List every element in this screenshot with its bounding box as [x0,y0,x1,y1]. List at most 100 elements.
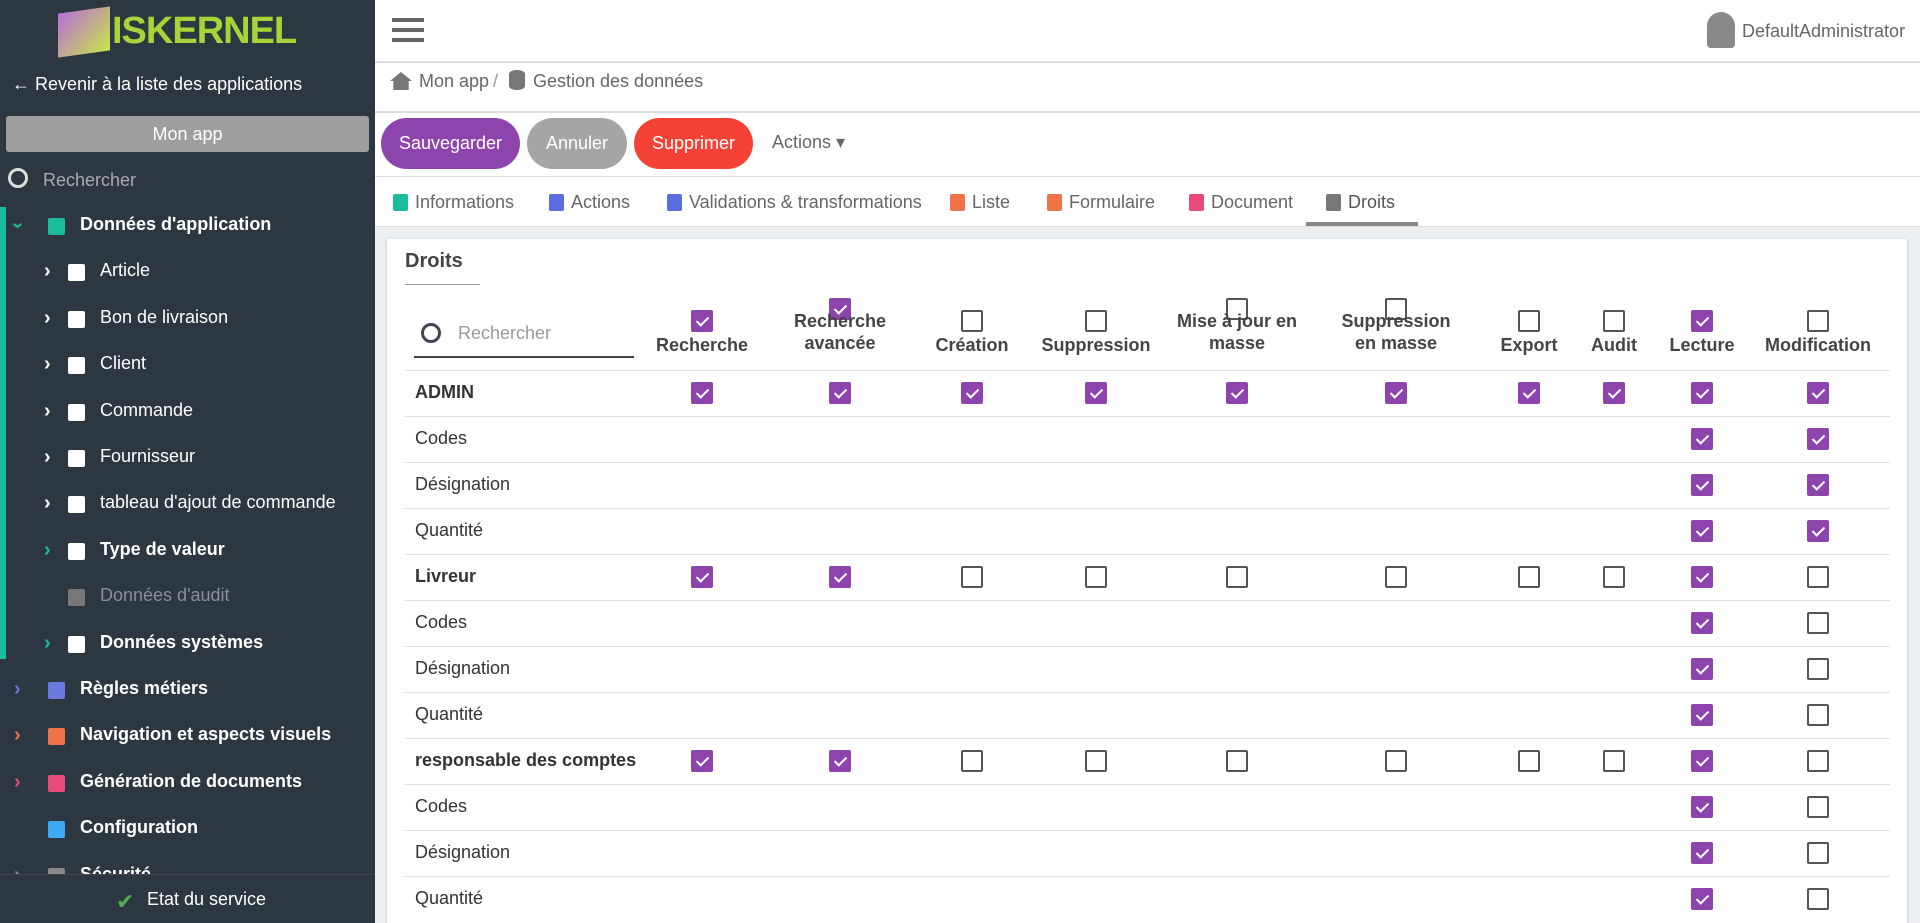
checkbox[interactable] [1085,382,1107,404]
header-checkbox[interactable] [691,310,713,332]
checkbox[interactable] [691,750,713,772]
checkbox[interactable] [1691,566,1713,588]
back-link[interactable]: ← Revenir à la liste des applications [12,74,303,94]
checkbox[interactable] [1691,428,1713,450]
checkbox[interactable] [1226,566,1248,588]
checkbox[interactable] [961,750,983,772]
tree-item[interactable]: Règles métiers [80,678,209,698]
checkbox[interactable] [1691,612,1713,634]
checkbox[interactable] [1691,750,1713,772]
header-checkbox[interactable] [961,310,983,332]
checkbox[interactable] [1385,566,1407,588]
checkbox[interactable] [1807,382,1829,404]
checkbox[interactable] [961,566,983,588]
tree-icon [68,542,85,560]
checkbox[interactable] [1807,474,1829,496]
checkbox[interactable] [1807,842,1829,864]
table-search[interactable]: Rechercher [458,323,552,343]
header-checkbox[interactable] [1691,310,1713,332]
checkbox[interactable] [1518,750,1540,772]
tree-item[interactable]: Configuration [80,817,198,838]
tree-item[interactable]: Données d'application [80,214,272,234]
checkbox[interactable] [1085,750,1107,772]
sidebar-footer [0,874,375,923]
checkbox[interactable] [1691,382,1713,404]
checkbox[interactable] [1691,796,1713,818]
tree-item[interactable]: Client [100,353,147,374]
checkbox[interactable] [1807,704,1829,726]
tab[interactable]: Droits [1348,192,1396,212]
checkbox[interactable] [1691,474,1713,496]
checkbox[interactable] [1807,566,1829,588]
logo: ISKERNEL [112,10,297,52]
tab-icon [667,194,682,211]
tree-item[interactable]: Fournisseur [100,446,196,466]
tab[interactable]: Formulaire [1069,192,1156,212]
checkbox[interactable] [829,382,851,404]
tree-item[interactable]: Bon de livraison [100,306,229,327]
tree-item[interactable]: Commande [100,399,194,420]
button[interactable]: Sauvegarder [381,118,520,169]
header-checkbox[interactable] [1603,310,1625,332]
actions-dropdown[interactable]: Actions ▾ [772,132,846,152]
tab[interactable]: Informations [415,192,515,212]
checkbox[interactable] [1807,888,1829,910]
checkbox[interactable] [829,750,851,772]
header-checkbox[interactable] [1085,310,1107,332]
tree-item[interactable]: Données d'audit [100,585,230,606]
checkbox[interactable] [1226,382,1248,404]
checkbox[interactable] [1085,566,1107,588]
row-label: Codes [415,796,468,816]
crumb[interactable]: Mon app [419,71,490,91]
checkbox[interactable] [829,566,851,588]
checkbox[interactable] [1603,382,1625,404]
checkbox[interactable] [1691,888,1713,910]
checkbox[interactable] [1807,796,1829,818]
row-divider [405,554,1890,555]
checkbox[interactable] [1385,750,1407,772]
checkbox[interactable] [1807,750,1829,772]
header-checkbox[interactable] [1807,310,1829,332]
tree-item[interactable]: Données systèmes [100,631,264,652]
header-checkbox[interactable] [1385,298,1407,320]
tab[interactable]: Validations & transformations [689,192,922,212]
checkbox[interactable] [1691,842,1713,864]
tree-item[interactable]: tableau d'ajout de commande [100,492,336,513]
tree-item[interactable]: Article [100,260,151,281]
checkbox[interactable] [961,382,983,404]
header-checkbox[interactable] [1518,310,1540,332]
checkbox[interactable] [1691,658,1713,680]
checkbox[interactable] [691,382,713,404]
row-label: Désignation [415,658,511,678]
tab[interactable]: Actions [571,192,631,212]
status[interactable]: Etat du service [147,889,267,909]
app-button[interactable]: Mon app [6,116,369,152]
checkbox[interactable] [1603,750,1625,772]
tree-item[interactable]: Type de valeur [100,538,225,559]
header-checkbox[interactable] [1226,298,1248,320]
button[interactable]: Supprimer [634,118,753,169]
checkbox[interactable] [1807,520,1829,542]
checkbox[interactable] [1518,382,1540,404]
tab[interactable]: Document [1211,192,1294,212]
checkbox[interactable] [1807,612,1829,634]
user-name[interactable]: DefaultAdministrator [1742,21,1906,41]
chevron: › [44,538,51,561]
tab[interactable]: Liste [972,192,1011,212]
checkbox[interactable] [1603,566,1625,588]
checkbox[interactable] [1226,750,1248,772]
tree-item[interactable]: Navigation et aspects visuels [80,724,332,745]
row-label: ADMIN [415,382,474,402]
checkbox[interactable] [1518,566,1540,588]
sidebar-search[interactable]: Rechercher [43,170,137,190]
checkbox[interactable] [1691,704,1713,726]
checkbox[interactable] [691,566,713,588]
checkbox[interactable] [1691,520,1713,542]
checkbox[interactable] [1807,428,1829,450]
tree-item[interactable]: Génération de documents [80,770,303,791]
button[interactable]: Annuler [527,118,627,169]
checkbox[interactable] [1807,658,1829,680]
checkbox[interactable] [1385,382,1407,404]
header-checkbox[interactable] [829,298,851,320]
